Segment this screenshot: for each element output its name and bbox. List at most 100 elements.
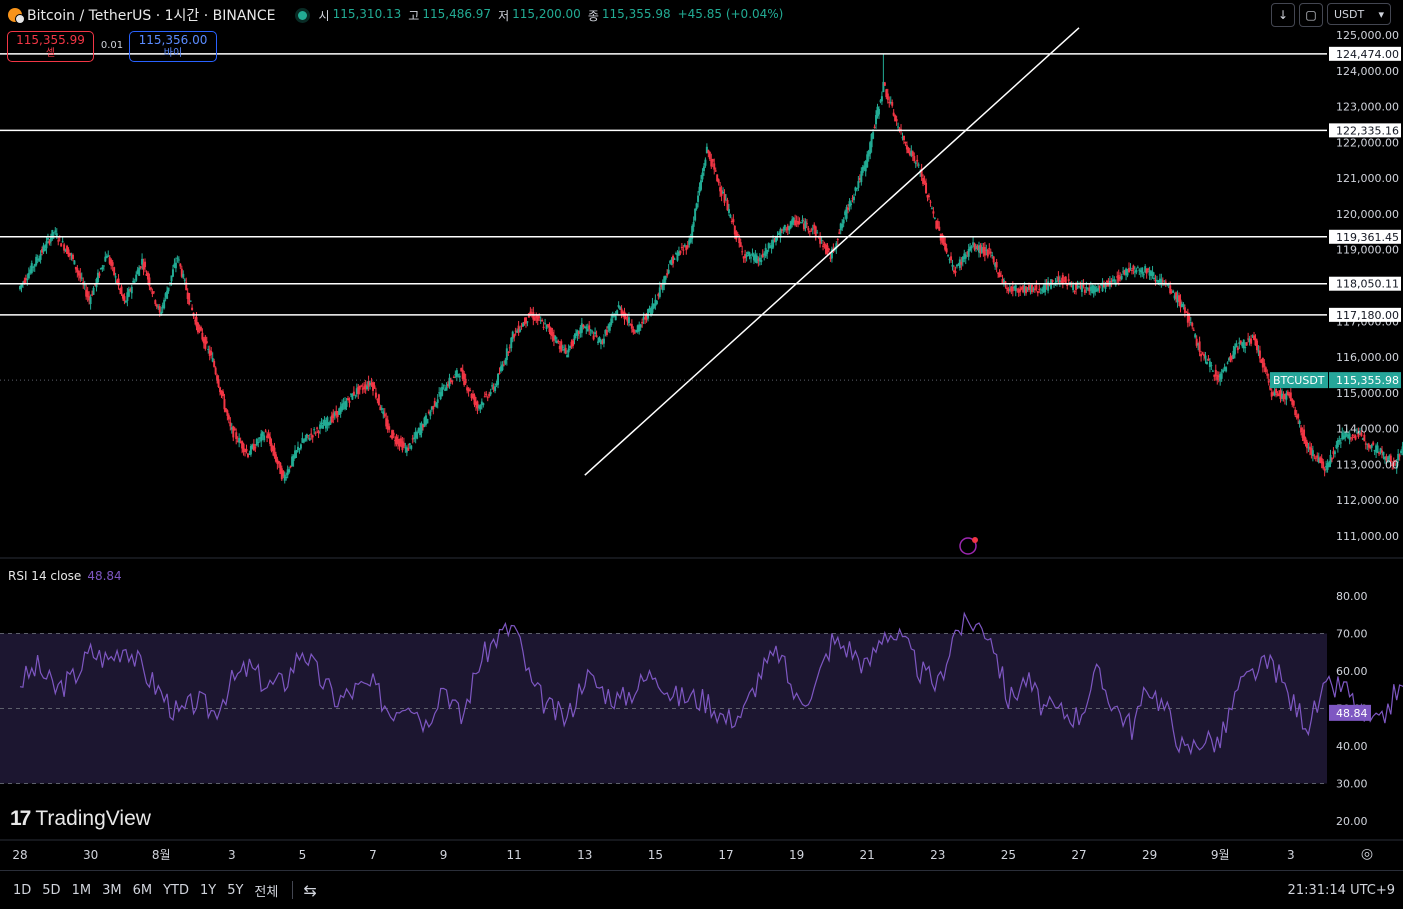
fullscreen-icon[interactable]: ▢ [1299, 3, 1323, 27]
candle-body [230, 427, 233, 430]
sell-button[interactable]: 115,355.99 셀 [7, 31, 94, 62]
price-tick-label: 123,000.00 [1336, 101, 1399, 114]
candle-body [867, 150, 870, 157]
symbol-title[interactable]: Bitcoin / TetherUS · 1시간 · BINANCE [27, 8, 276, 24]
candle-body [1145, 269, 1148, 274]
candle-body [594, 332, 597, 335]
candle-body [769, 246, 772, 248]
range-5y-button[interactable]: 5Y [227, 882, 244, 898]
candle-body [1329, 454, 1332, 464]
candle-body [1385, 456, 1388, 461]
symbol-tag [1270, 372, 1328, 389]
candle-body [573, 335, 576, 340]
candle-body [775, 236, 778, 243]
clock[interactable]: 21:31:14 UTC+9 [1287, 882, 1395, 898]
candle-body [1103, 283, 1106, 288]
candle-body [560, 341, 563, 352]
candle-body [138, 267, 141, 276]
candle-body [1213, 374, 1216, 377]
rsi-legend[interactable]: RSI 14 close 48.84 [8, 569, 122, 583]
candle-body [554, 336, 557, 340]
candle-body [766, 249, 769, 254]
candle-body [1113, 279, 1116, 282]
candle-body [1303, 429, 1306, 441]
candle-body [1035, 285, 1038, 290]
range-1y-button[interactable]: 1Y [199, 882, 217, 898]
candle-body [827, 248, 830, 251]
rsi-tick-label: 70.00 [1336, 628, 1368, 641]
candle-body [752, 255, 755, 261]
candle-body [295, 450, 298, 453]
candle-body [785, 229, 788, 231]
range-3m-button[interactable]: 3M [102, 882, 122, 898]
candle-body [1041, 288, 1044, 292]
candle-body [973, 243, 976, 250]
candle-body [545, 324, 548, 330]
candle-body [902, 135, 905, 140]
candle-body [1230, 357, 1233, 359]
settings-icon[interactable]: ◎ [1360, 846, 1374, 862]
candle-body [219, 387, 222, 393]
rsi-tick-label: 40.00 [1336, 740, 1368, 753]
candle-body [104, 256, 107, 262]
candle-body [452, 376, 455, 378]
candle-body [751, 253, 754, 256]
candle-body [321, 424, 324, 429]
range-6m-button[interactable]: 6M [132, 882, 153, 898]
candle-body [358, 385, 361, 390]
candle-body [1060, 281, 1063, 283]
candle-body [704, 159, 707, 166]
candle-body [1379, 448, 1382, 453]
candle-body [280, 468, 283, 480]
candle-body [1232, 350, 1235, 359]
range-all-button[interactable]: 전체 [254, 884, 279, 900]
time-tick-label: 11 [507, 848, 522, 862]
candle-body [483, 396, 486, 398]
candle-body [1369, 445, 1372, 449]
candle-body [1133, 271, 1136, 273]
candle-body [1073, 290, 1076, 292]
currency-select[interactable]: USDT ▾ [1327, 3, 1391, 25]
level-price-tag-label: 117,180.00 [1336, 309, 1399, 322]
candle-body [1339, 442, 1342, 444]
candle-body [308, 438, 311, 441]
candle-body [725, 199, 727, 201]
candle-body [1166, 284, 1169, 286]
candle-body [41, 249, 44, 253]
candle-body [469, 390, 472, 392]
candle-body [513, 334, 516, 338]
range-1d-button[interactable]: 1D [13, 882, 32, 898]
candle-body [1188, 315, 1191, 321]
candle-body [983, 247, 986, 256]
candle-body [741, 251, 744, 253]
candle-body [1013, 286, 1016, 289]
candle-body [1273, 392, 1276, 396]
candle-body [1248, 338, 1251, 342]
candle-body [254, 447, 257, 449]
range-ytd-button[interactable]: YTD [163, 882, 189, 898]
candle-body [1366, 443, 1369, 445]
candle-body [647, 309, 650, 319]
calendar-goto-icon[interactable]: ⇆ [303, 880, 317, 900]
candle-body [142, 263, 145, 270]
candle-body [1278, 394, 1281, 397]
range-1m-button[interactable]: 1M [71, 882, 92, 898]
candle-body [786, 225, 789, 230]
candle-body [958, 259, 961, 268]
buy-button[interactable]: 115,356.00 바이 [129, 31, 217, 62]
candle-body [1136, 267, 1139, 269]
candle-body [216, 375, 219, 381]
rsi-value: 48.84 [87, 569, 122, 583]
candle-body [1055, 280, 1058, 282]
candle-body [1388, 455, 1391, 459]
tradingview-logo[interactable]: 17 TradingView [10, 807, 151, 831]
candle-body [804, 221, 807, 229]
candle-body [1142, 274, 1145, 276]
download-icon[interactable]: ↓ [1271, 3, 1295, 27]
sell-price: 115,355.99 [16, 33, 85, 47]
range-5d-button[interactable]: 5D [42, 882, 61, 898]
candle-body [69, 252, 72, 256]
candle-body [492, 386, 495, 390]
candle-body [307, 435, 310, 437]
